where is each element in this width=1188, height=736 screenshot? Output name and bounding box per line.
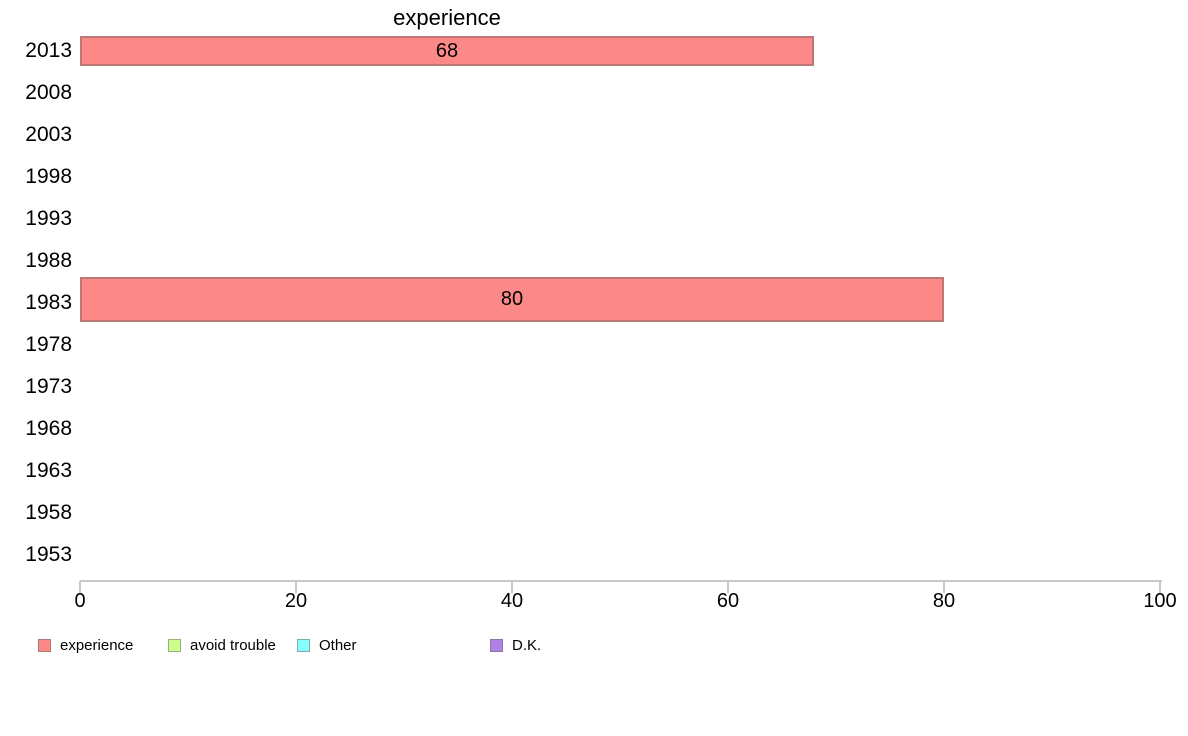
bar-experience-1983: 80 — [80, 277, 944, 322]
y-axis-label: 2013 — [25, 39, 72, 62]
y-axis-label: 2008 — [25, 81, 72, 104]
y-axis-label: 1988 — [25, 249, 72, 272]
y-axis-label: 2003 — [25, 123, 72, 146]
x-axis-tick-label: 20 — [284, 590, 308, 612]
y-axis-label: 1968 — [25, 417, 72, 440]
y-axis-label: 1973 — [25, 375, 72, 398]
legend-item-experience: experience — [38, 637, 133, 654]
legend-label: Other — [319, 637, 357, 654]
x-axis-tick — [727, 581, 729, 593]
y-axis-label: 1958 — [25, 501, 72, 524]
legend-item-avoid-trouble: avoid trouble — [168, 637, 276, 654]
x-axis-tick — [295, 581, 297, 593]
bar-experience-2013: 68 — [80, 36, 814, 66]
legend-swatch — [168, 639, 181, 652]
x-axis-line — [80, 580, 1162, 582]
chart-title: experience — [393, 5, 501, 30]
x-axis-tick-label: 60 — [716, 590, 740, 612]
legend-label: experience — [60, 637, 134, 654]
y-axis-label: 1998 — [25, 165, 72, 188]
legend-item-d-k: D.K. — [490, 637, 541, 654]
y-axis-label: 1978 — [25, 333, 72, 356]
legend-item-other: Other — [297, 637, 357, 654]
bar-value-label: 80 — [500, 288, 524, 310]
legend-label: D.K. — [512, 637, 542, 654]
y-axis-label: 1953 — [25, 543, 72, 566]
legend-swatch — [297, 639, 310, 652]
y-axis-label: 1983 — [25, 291, 72, 314]
x-axis-tick-label: 80 — [932, 590, 956, 612]
legend-swatch — [490, 639, 503, 652]
x-axis-tick — [79, 581, 81, 593]
legend-label: avoid trouble — [190, 637, 276, 654]
x-axis-tick-label: 100 — [1143, 590, 1177, 612]
x-axis-tick — [943, 581, 945, 593]
x-axis-tick-label: 40 — [500, 590, 524, 612]
legend-swatch — [38, 639, 51, 652]
y-axis-label: 1963 — [25, 459, 72, 482]
x-axis-tick — [1159, 581, 1161, 593]
y-axis-label: 1993 — [25, 207, 72, 230]
x-axis-tick-label: 0 — [74, 590, 86, 612]
bar-value-label: 68 — [435, 39, 459, 62]
x-axis-tick — [511, 581, 513, 593]
